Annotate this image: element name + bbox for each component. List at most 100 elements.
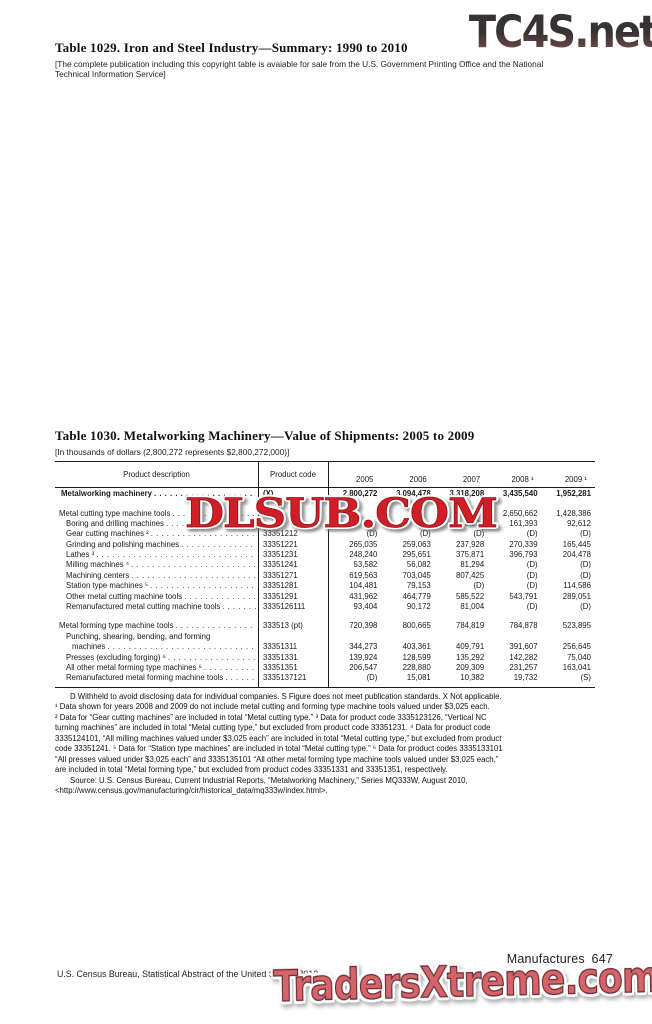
product-description-label: Station type machines ⁵ [66,581,149,591]
value-cell-2009: (D) [580,560,591,570]
table-1030-section: Table 1030. Metalworking Machinery—Value… [55,428,595,797]
value-cell-2009 [542,632,595,642]
value-cell-2005: 248,240 [349,550,378,560]
watermark-bottom: TradersXtreme.com [272,952,652,1013]
value-cell-2005: 2,800,272 [342,489,378,498]
value-cell-2007: 375,871 [455,550,485,560]
product-description-cell: All other metal forming type machines ⁶ [55,663,258,673]
value-cell-2009: (D) [580,570,591,580]
value-cell-2009: 114,586 [563,581,591,591]
header-cell-year: 2007 [462,475,481,484]
value-cell-2008: 19,732 [513,673,538,683]
table-row: Presses (excluding forging) ⁶ 33351331 139… [55,653,595,663]
leader-dots [107,642,256,652]
value-cell-2005: 53,582 [353,560,378,570]
value-cell-2006: 228,880 [402,662,431,672]
value-cell-2009: 1,428,386 [556,508,591,518]
product-description-label: Metal forming type machine tools [59,621,174,631]
table-row: Punching, shearing, bending, and forming [55,632,595,642]
leader-dots [150,581,256,591]
table-row: Station type machines ⁵ 33351281 104,481 79… [55,581,595,591]
footnote-line: code 33351241. ⁵ Data for “Station type … [55,744,503,754]
footer-credit: U.S. Census Bureau, Statistical Abstract… [57,969,319,979]
table-1029-title: Table 1029. Iron and Steel Industry—Summ… [55,40,408,55]
product-code-cell: 33351351 [263,662,298,672]
shipments-table: Product description Product code 2005 20… [55,461,595,688]
value-cell-2008 [488,632,541,642]
product-description-label: Remanufactured metal forming machine too… [66,673,224,683]
product-description-label: Metal cutting type machine tools [59,508,171,518]
value-cell-2005: 93,404 [353,602,378,612]
value-cell-2005: 619,563 [349,570,378,580]
product-description-cell: Other metal cutting machine tools [55,592,258,602]
product-description-cell: Metal cutting type machine tools [55,509,258,519]
product-description-cell: Station type machines ⁵ [55,581,258,591]
product-code-cell: 33351231 [263,550,298,560]
product-description-cell: Metalworking machinery [55,488,258,500]
value-cell-2009: 1,952,281 [556,489,591,498]
header-cell-year: 2008 ¹ [511,475,534,484]
value-cell-2009: 163,041 [562,662,591,672]
value-cell-2007: (D) [473,529,485,539]
product-description-label: Other metal cutting machine tools [66,591,183,601]
value-cell-2005: 431,962 [349,591,378,601]
leader-dots [168,653,256,663]
table-row: Machining centers 33351271 619,563 703,045 8… [55,571,595,581]
product-code-cell: 3335126111 [263,602,306,612]
value-cell-2009: 256,645 [562,642,591,652]
table-bottom-padding [55,684,595,687]
product-code-cell: (X) [263,489,274,498]
table-row: All other metal forming type machines ⁶ 3… [55,663,595,673]
value-cell-2006: 90,172 [406,602,431,612]
value-cell-2006: 295,651 [402,550,431,560]
product-code-cell: 33351291 [263,591,298,601]
header-cell-year: 2006 [409,475,427,484]
table-row: Metal cutting type machine tools 3,389 2,6… [55,509,595,519]
watermark-top: TC4S.net [468,6,652,57]
value-cell-2007: 409,791 [455,642,485,652]
table-row: Milling machines ⁴ 33351241 53,582 56,082 81… [55,560,595,570]
value-cell-2006: 3,094,478 [396,489,431,498]
leader-dots [204,663,256,673]
value-cell-2007: 807,425 [455,570,485,580]
footnote-line: ² Data for “Gear cutting machines” are i… [55,712,487,722]
value-cell-2008: 391,607 [509,642,538,652]
value-cell-2008: 270,339 [509,539,538,549]
value-cell-2005: 139,924 [349,652,378,662]
footnote-line: 3335124101, “All milling machines valued… [55,733,502,743]
leader-dots [175,621,256,631]
value-cell-2008: (D) [526,581,538,591]
table-row: Other metal cutting machine tools 3335129… [55,592,595,602]
product-code-cell: 33351331 [263,652,298,662]
product-description-label: Milling machines ⁴ [66,560,130,570]
product-description-cell: Remanufactured metal forming machine too… [55,673,258,683]
product-description-cell: Milling machines ⁴ [55,560,258,570]
value-cell-2008: 3,435,540 [502,489,538,498]
value-cell-2007: 81,294 [460,560,485,570]
table-row: machines 33351311 344,273 403,361 409,791 391… [55,642,595,652]
value-cell-2007: 135,292 [455,652,485,662]
product-description-cell: machines [55,642,258,652]
table-row: Metalworking machinery (X) 2,800,272 3,094,… [55,488,595,500]
leader-dots [96,550,256,560]
header-cell-year: 2005 [356,475,374,484]
leader-dots [131,571,256,581]
product-description-label: Metalworking machinery [61,489,152,498]
leader-dots [181,540,256,550]
value-cell-2007: 3,318,208 [449,489,485,498]
row-spacer [55,612,595,621]
product-description-label: Presses (excluding forging) ⁶ [66,652,166,662]
product-description-cell: Remanufactured metal cutting machine too… [55,602,258,612]
value-cell-2008: 2,650,662 [502,508,538,518]
value-cell-2009: 92,612 [567,518,591,528]
value-cell-2005: 265,035 [349,539,378,549]
value-cell-2007: (D) [473,581,485,591]
product-description-cell: Presses (excluding forging) ⁶ [55,653,258,663]
footnote-line: “All presses valued under $3,025 each” a… [55,754,499,764]
value-cell-2008: 231,257 [509,662,538,672]
value-cell-2007: 209,309 [455,662,485,672]
value-cell-2006: 800,665 [402,621,431,631]
value-cell-2006: 403,361 [402,642,431,652]
product-description-cell: Punching, shearing, bending, and forming [55,632,258,642]
value-cell-2008: (D) [526,602,538,612]
